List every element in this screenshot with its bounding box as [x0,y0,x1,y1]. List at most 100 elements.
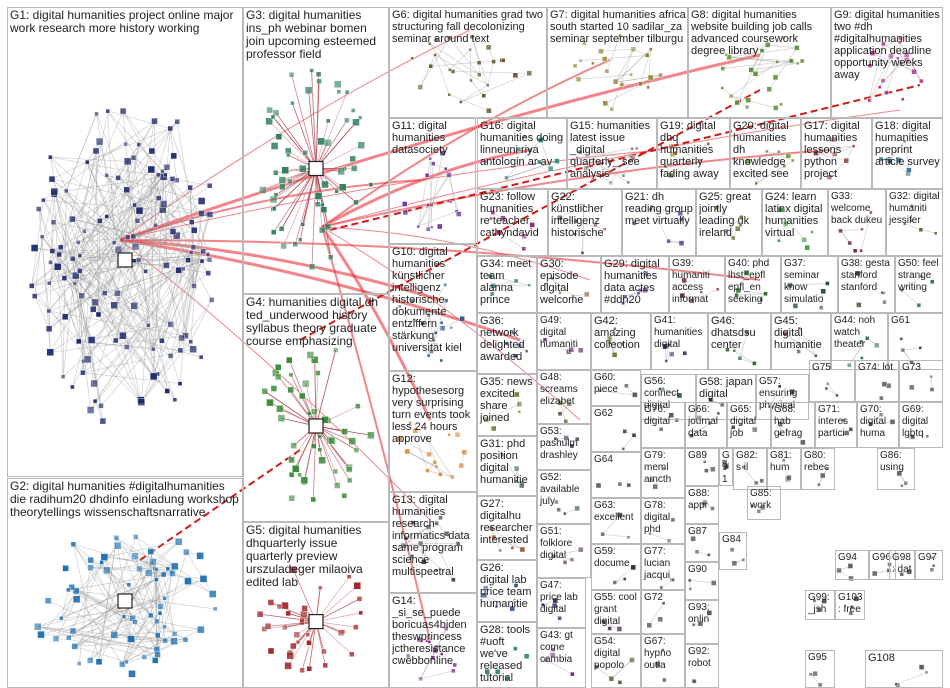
user-node[interactable] [796,61,800,65]
user-node[interactable] [900,288,904,292]
user-node[interactable] [157,603,164,610]
user-node[interactable] [906,167,912,173]
user-node[interactable] [206,257,213,263]
user-node[interactable] [725,347,730,352]
user-node[interactable] [613,327,617,331]
user-node[interactable] [266,106,273,114]
user-node[interactable] [841,418,846,423]
user-node[interactable] [704,468,709,473]
user-node[interactable] [432,647,438,654]
user-node[interactable] [569,557,575,562]
user-node[interactable] [496,229,502,236]
user-node[interactable] [621,173,626,178]
user-node[interactable] [191,226,198,234]
user-node[interactable] [113,535,120,541]
user-node[interactable] [347,477,353,484]
user-node[interactable] [889,419,896,425]
user-node[interactable] [206,182,213,189]
user-node[interactable] [667,343,671,347]
user-node[interactable] [185,257,191,263]
user-node[interactable] [432,460,437,465]
user-node[interactable] [658,427,664,432]
user-node[interactable] [451,577,456,582]
user-node[interactable] [428,156,432,161]
user-node[interactable] [280,242,287,250]
user-node[interactable] [646,85,650,90]
user-node[interactable] [865,336,870,341]
user-node[interactable] [631,433,637,438]
user-node[interactable] [92,147,100,155]
user-node[interactable] [351,165,358,172]
user-node[interactable] [638,288,643,293]
user-node[interactable] [357,141,365,149]
user-node[interactable] [748,67,754,73]
user-node[interactable] [270,114,276,120]
user-node[interactable] [72,595,81,603]
user-node[interactable] [451,668,456,674]
user-node[interactable] [315,370,321,376]
user-node[interactable] [542,337,548,342]
user-node[interactable] [752,361,757,366]
user-node[interactable] [444,626,449,631]
user-node[interactable] [843,430,850,436]
user-node[interactable] [688,578,692,583]
user-node[interactable] [726,54,732,60]
user-node[interactable] [302,149,308,156]
user-node[interactable] [662,466,666,471]
user-node[interactable] [287,386,294,394]
user-node[interactable] [150,347,156,352]
user-node[interactable] [550,647,556,652]
user-node[interactable] [672,151,678,156]
user-node[interactable] [884,90,889,95]
user-node[interactable] [267,647,275,655]
user-node[interactable] [819,305,824,310]
user-node[interactable] [723,463,729,470]
user-node[interactable] [903,481,908,486]
user-node[interactable] [69,215,76,223]
user-node[interactable] [509,605,515,612]
user-node[interactable] [444,298,449,303]
user-node[interactable] [288,456,295,464]
user-node[interactable] [397,435,403,442]
user-node[interactable] [58,244,64,251]
user-node[interactable] [290,442,297,449]
user-node[interactable] [668,172,674,179]
user-node[interactable] [614,80,618,85]
user-node[interactable] [679,292,686,299]
user-node[interactable] [782,164,786,168]
user-node[interactable] [100,553,109,561]
user-node[interactable] [447,433,451,437]
user-node[interactable] [720,86,724,90]
user-node[interactable] [818,148,823,153]
user-node[interactable] [299,667,305,673]
user-node[interactable] [424,173,430,178]
user-node[interactable] [489,216,493,221]
user-node[interactable] [171,562,179,571]
user-node[interactable] [87,336,96,344]
user-node[interactable] [349,651,355,657]
user-node[interactable] [99,560,104,565]
user-node[interactable] [826,382,830,386]
user-node[interactable] [56,251,62,258]
user-node[interactable] [288,72,295,78]
user-node[interactable] [293,631,301,638]
user-node[interactable] [44,597,52,604]
user-node[interactable] [513,646,518,651]
user-node[interactable] [200,248,206,255]
user-node[interactable] [611,352,618,358]
user-node[interactable] [275,373,282,381]
user-node[interactable] [157,611,163,616]
user-node[interactable] [136,565,143,572]
user-node[interactable] [635,146,639,151]
user-node[interactable] [910,204,914,208]
user-node[interactable] [880,78,886,83]
hub-node[interactable] [117,593,133,609]
user-node[interactable] [337,167,345,176]
user-node[interactable] [850,605,854,609]
user-node[interactable] [661,601,666,605]
user-node[interactable] [481,592,488,598]
user-node[interactable] [356,596,363,602]
user-node[interactable] [459,100,463,104]
user-node[interactable] [612,580,617,585]
user-node[interactable] [813,150,819,156]
